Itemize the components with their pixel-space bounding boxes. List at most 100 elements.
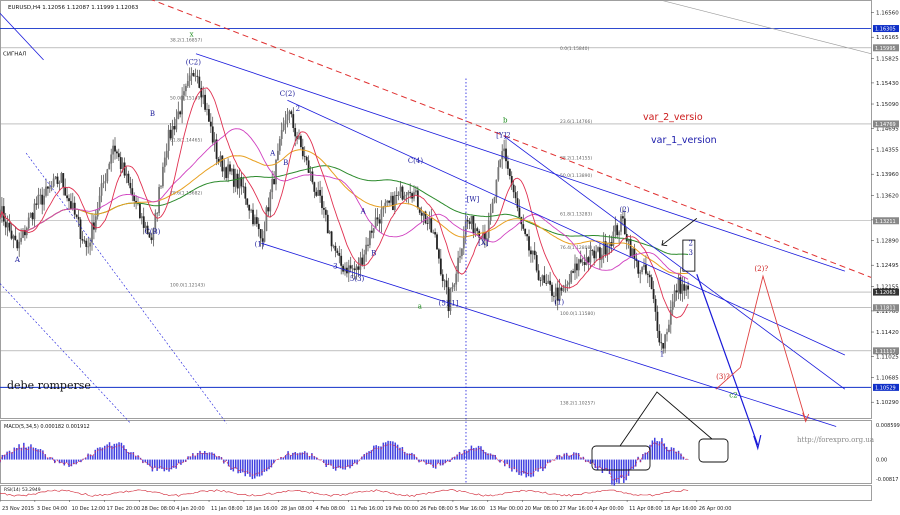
candle-body	[267, 207, 270, 212]
candle-body	[547, 280, 550, 284]
trend-line	[25, 152, 227, 424]
candle-body	[562, 290, 565, 292]
price-level-tag	[873, 288, 899, 296]
candle-body	[139, 203, 141, 219]
ma-magenta-line	[0, 128, 689, 280]
candle-body	[209, 121, 212, 127]
fib-label: 100.0(1.12143)	[170, 282, 205, 288]
candle-body	[323, 207, 325, 210]
price-level-tag	[873, 383, 899, 391]
wave-label: 3	[688, 249, 692, 257]
grey-trendline	[658, 0, 872, 54]
candle-body	[227, 164, 229, 178]
candle-body	[242, 186, 245, 188]
candle-body	[288, 111, 291, 115]
candle-body	[70, 201, 72, 209]
candle-body	[169, 129, 172, 139]
candle-body	[257, 223, 260, 230]
candle-body	[591, 250, 594, 251]
price-level-tag-text: 1.11117	[875, 349, 896, 355]
candle-body	[54, 176, 57, 179]
candle-body	[399, 186, 402, 192]
candle-body	[135, 200, 137, 203]
candle-body	[215, 139, 218, 159]
candle-body	[650, 277, 653, 290]
candle-body	[142, 216, 145, 228]
price-tick-label: 1.16165	[876, 35, 899, 41]
wave-label: (C2)	[186, 58, 202, 66]
price-level-tag-text: 1.16305	[875, 27, 896, 33]
fib-label: 78.6(1.13682)	[170, 190, 202, 196]
candle-body	[96, 209, 99, 217]
price-level-tag-text: 1.12063	[875, 290, 896, 296]
candle-body	[576, 263, 578, 271]
candle-body	[75, 214, 78, 217]
candle-body	[355, 266, 358, 271]
candle-body	[217, 158, 220, 163]
candle-body	[654, 298, 657, 312]
candle-body	[434, 232, 436, 235]
black-pointer-head	[661, 239, 668, 247]
candle-body	[315, 191, 318, 196]
date-tick-label: 26 Apr 00:00	[699, 506, 732, 512]
candle-body	[484, 232, 486, 240]
wave-label: 2	[296, 105, 300, 113]
candle-body	[292, 114, 295, 128]
wave-label: (2)	[620, 206, 630, 214]
date-tick-label: 4 Jan 20:00	[176, 506, 204, 512]
signal-label: СИГНАЛ	[3, 52, 26, 58]
price-level-tag	[873, 304, 899, 312]
trendlines	[0, 13, 846, 427]
fib-label: 38.2(1.16857)	[170, 38, 202, 44]
wave-label: [Y]2	[496, 132, 511, 140]
candle-body	[622, 216, 624, 219]
candle-body	[518, 207, 521, 218]
candle-body	[286, 114, 289, 121]
fib-label: 0.0(1.15840)	[560, 46, 590, 52]
candle-body	[581, 262, 584, 263]
wave-label: (1)	[554, 299, 564, 307]
candle-body	[556, 287, 559, 301]
candle-body	[393, 195, 396, 211]
price-level-tag-text: 1.14769	[875, 122, 896, 128]
wave-label: 2	[688, 240, 692, 248]
candle-body	[604, 241, 607, 255]
candle-body	[37, 194, 40, 205]
date-tick-label: 27 Mar 16:00	[559, 506, 592, 512]
candle-body	[347, 265, 350, 274]
blue-arrow-head	[753, 435, 762, 451]
candle-body	[472, 215, 475, 234]
wave-label: a	[418, 302, 422, 310]
candle-body	[541, 275, 544, 281]
candle-body	[474, 228, 477, 234]
candle-body	[631, 248, 634, 256]
candle-body	[658, 330, 661, 343]
candle-body	[163, 157, 166, 167]
candle-body	[131, 188, 134, 196]
candle-body	[250, 209, 252, 211]
candle-body	[167, 129, 170, 151]
candle-body	[485, 237, 488, 240]
candle-body	[497, 167, 500, 180]
candle-body	[33, 203, 36, 220]
candle-body	[261, 238, 264, 242]
candle-body	[520, 217, 523, 225]
candle-body	[361, 257, 364, 265]
candle-body	[148, 233, 151, 238]
candle-body	[531, 250, 534, 255]
candle-body	[91, 222, 93, 243]
trend-line	[0, 283, 131, 424]
candle-body	[307, 160, 310, 173]
candle-body	[595, 251, 597, 259]
candle-body	[152, 228, 155, 241]
fib-label: 50.0(1.13890)	[560, 173, 592, 179]
candle-body	[451, 286, 454, 289]
candle-body	[524, 228, 527, 235]
wave-label: A	[360, 207, 367, 215]
red-arrow-head	[802, 412, 810, 423]
date-tick-label: 28 Jan 08:00	[281, 506, 313, 512]
candle-body	[543, 275, 546, 283]
candle-body	[614, 225, 617, 232]
